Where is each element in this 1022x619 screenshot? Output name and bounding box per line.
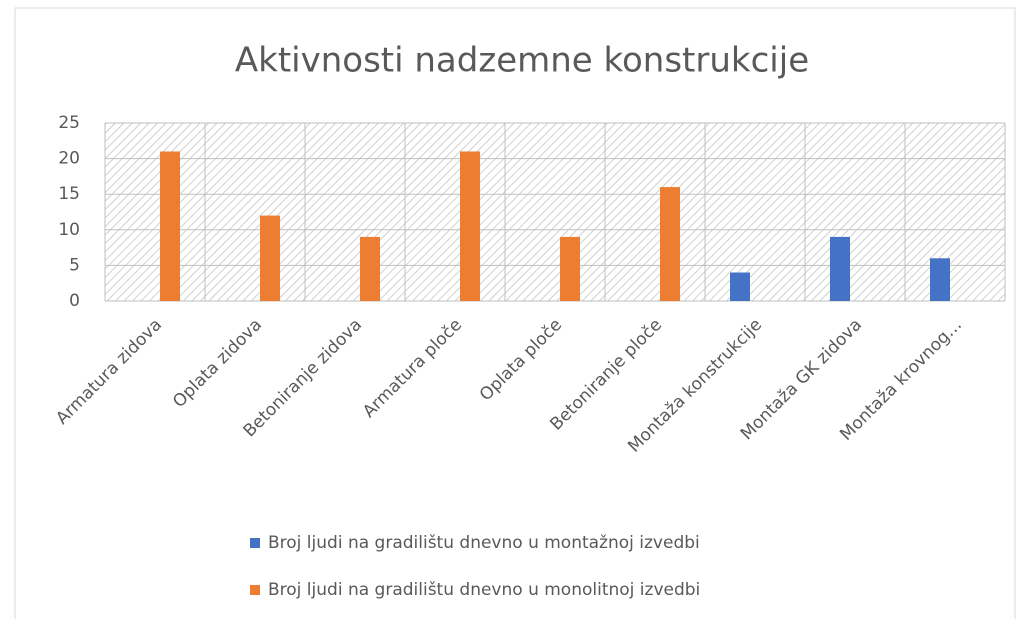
plot-area <box>105 123 1005 301</box>
legend-label: Broj ljudi na gradilištu dnevno u montaž… <box>268 533 700 553</box>
y-tick-label: 15 <box>58 184 80 204</box>
legend-swatch <box>250 585 260 595</box>
bar <box>660 187 680 301</box>
x-tick-label: Armatura ploče <box>359 315 466 422</box>
legend-swatch <box>250 538 260 548</box>
chart-title: Aktivnosti nadzemne konstrukcije <box>235 41 809 81</box>
x-tick-label: Armatura zidova <box>52 315 166 429</box>
bar <box>360 236 380 301</box>
legend-label: Broj ljudi na gradilištu dnevno u monoli… <box>268 580 700 600</box>
y-tick-label: 0 <box>69 291 80 311</box>
bar <box>160 151 180 301</box>
bar <box>460 151 480 301</box>
bar <box>730 272 750 301</box>
bar <box>930 258 950 301</box>
chart-border <box>14 7 1016 619</box>
x-tick-label: Oplata zidova <box>169 315 266 412</box>
x-tick-label: Oplata ploče <box>476 315 566 405</box>
bar <box>560 236 580 301</box>
y-tick-label: 20 <box>58 149 80 169</box>
y-tick-label: 5 <box>69 255 80 275</box>
y-tick-label: 10 <box>58 220 80 240</box>
bar <box>830 236 850 301</box>
y-tick-label: 25 <box>58 113 80 133</box>
x-tick-label: Betoniranje ploče <box>546 315 666 435</box>
bar <box>260 215 280 301</box>
